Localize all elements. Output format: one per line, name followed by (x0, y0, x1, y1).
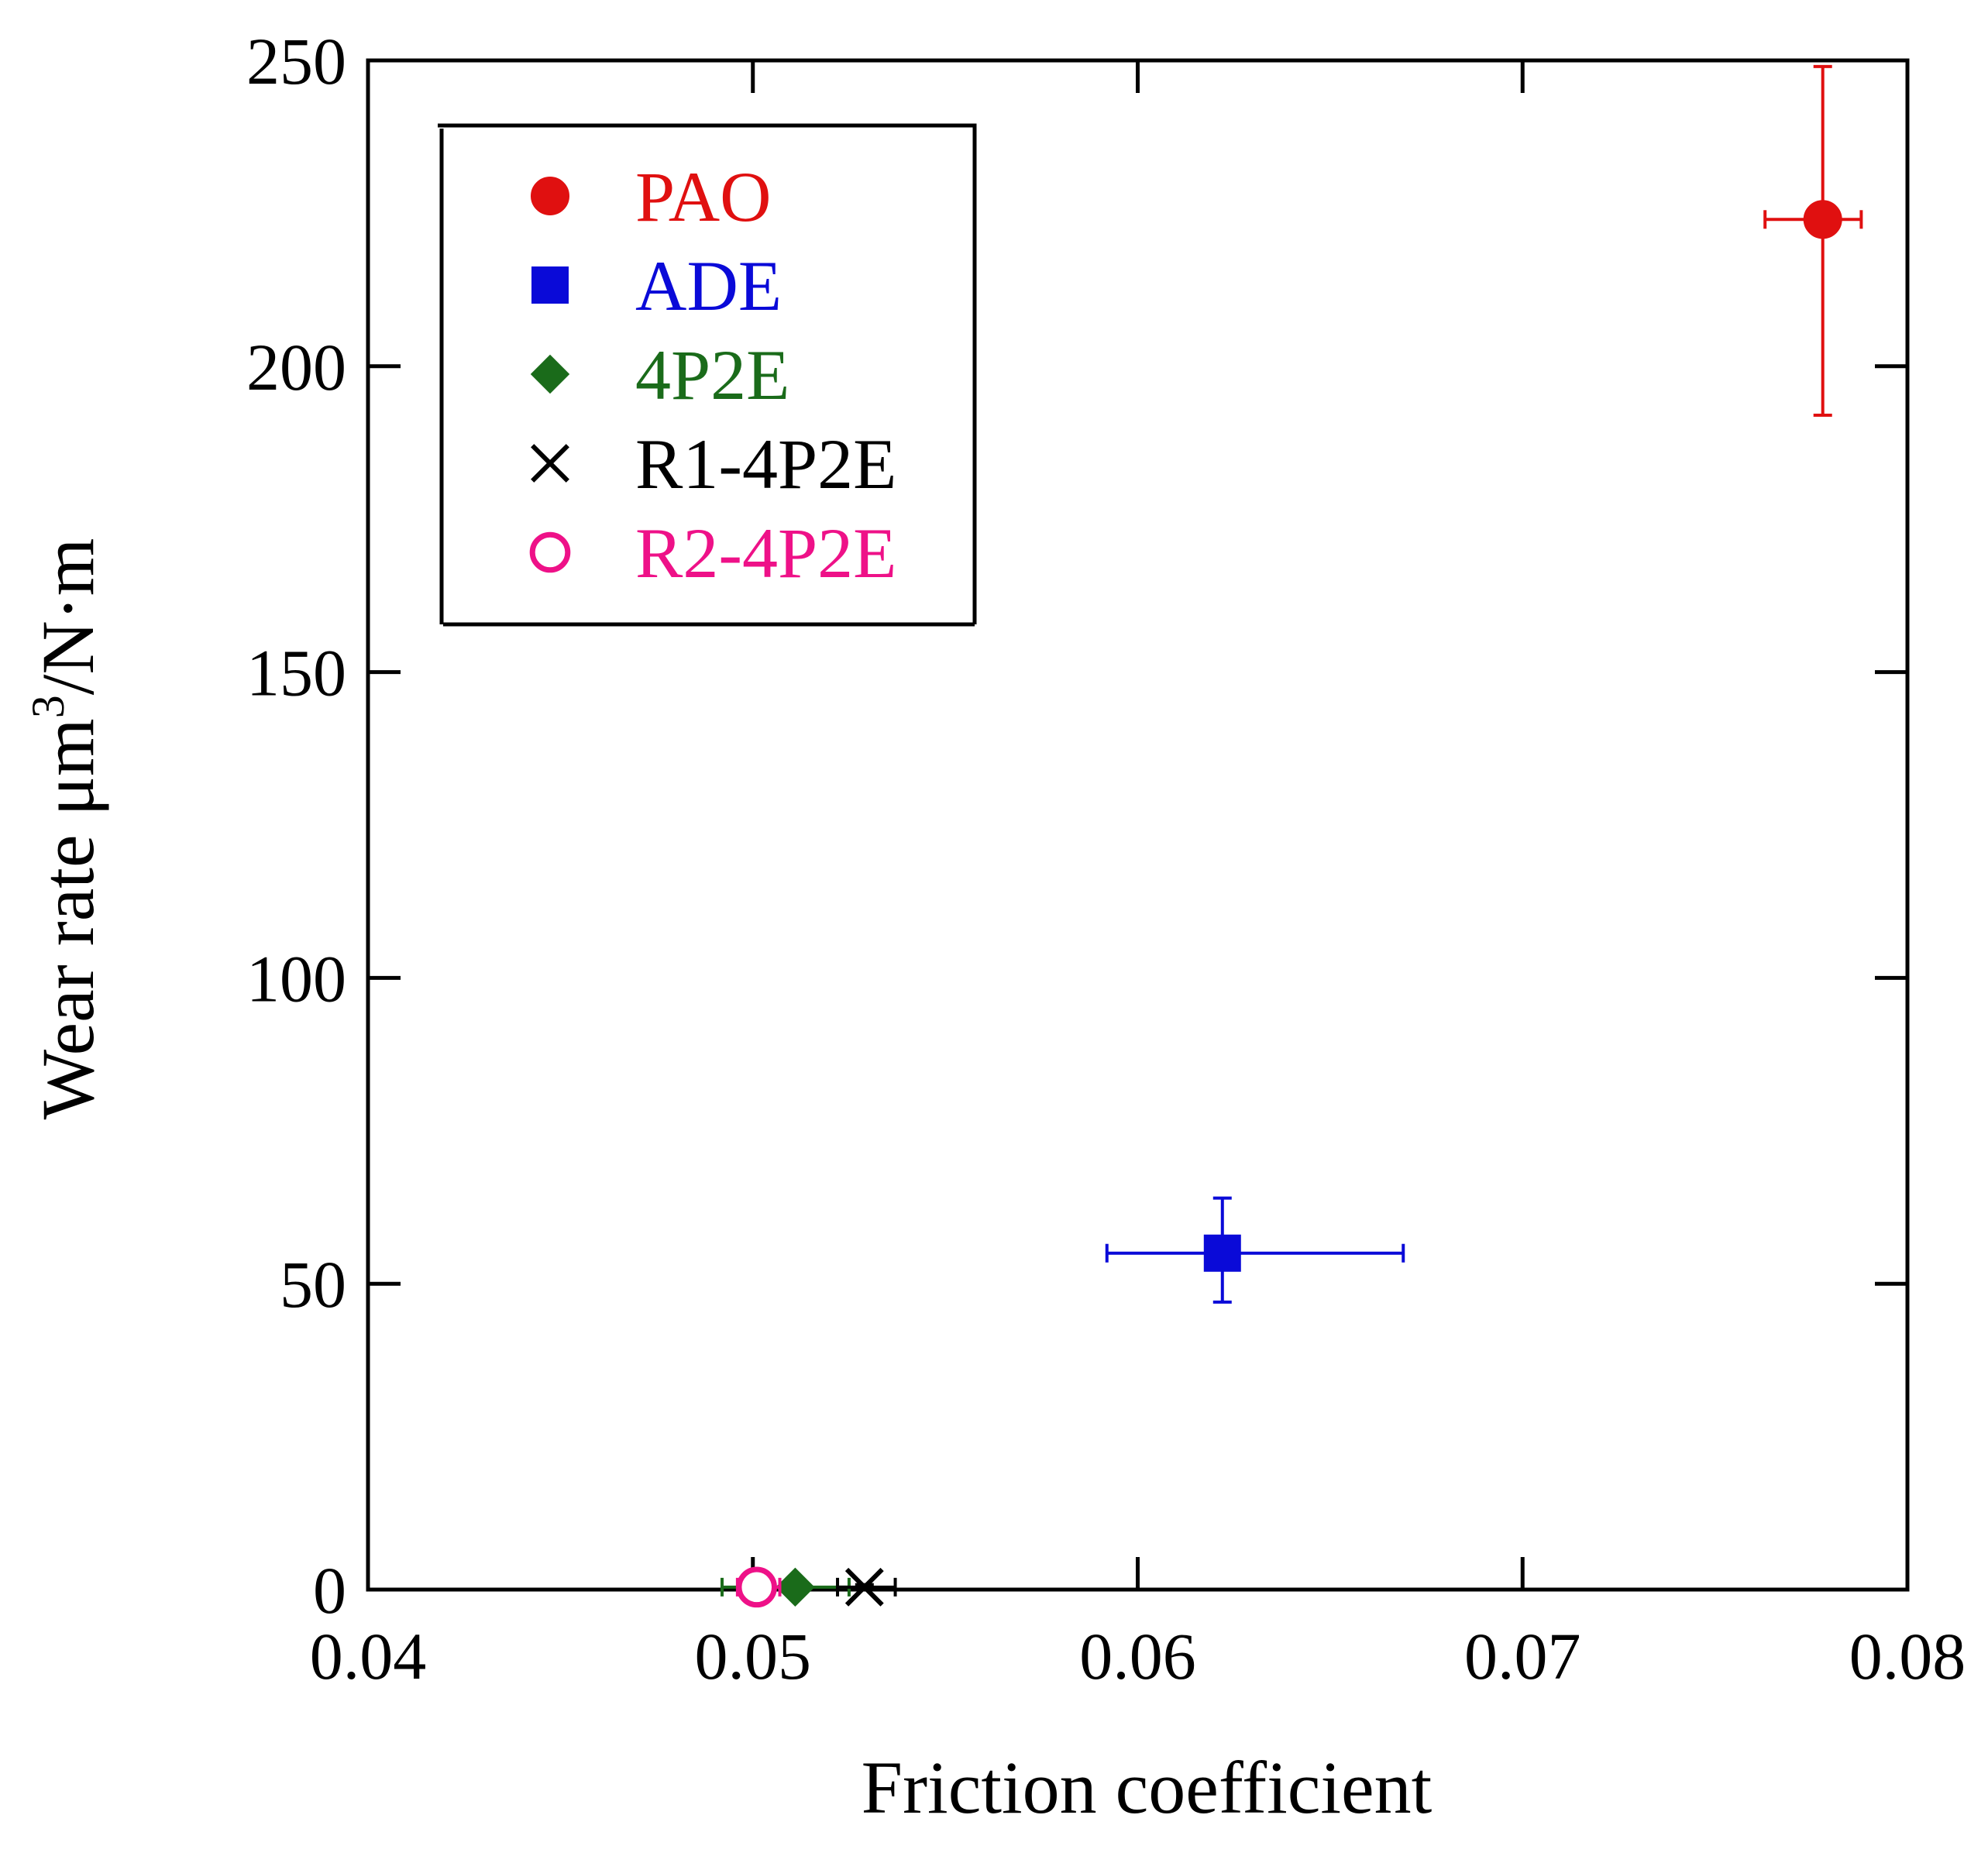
data-point-r1-4p2e-stroke-b (844, 1567, 884, 1607)
x-tick-label: 0.08 (1849, 1619, 1966, 1693)
legend-border (438, 123, 977, 624)
y-tick-label: 100 (246, 941, 346, 1016)
y-axis-title-superscript: 3 (22, 695, 74, 718)
legend-marker-r2-4p2e (529, 531, 571, 573)
legend-item-r2-4p2e: R2-4P2E (529, 514, 896, 593)
legend-item-4p2e: 4P2E (530, 335, 789, 414)
legend-marker-4p2e (530, 354, 570, 394)
legend-label-r2-4p2e: R2-4P2E (635, 514, 896, 593)
series-ade (1105, 1196, 1405, 1304)
x-axis-title: Friction coefficient (862, 1746, 1433, 1829)
x-tick-label: 0.06 (1079, 1619, 1196, 1693)
y-axis-title: Wear rate μm3/N·m (22, 538, 109, 1120)
legend-marker-ade (531, 266, 569, 304)
data-point-r1-4p2e (844, 1567, 884, 1607)
legend-label-4p2e: 4P2E (635, 335, 789, 414)
legend-marker-r1-4p2e (531, 444, 569, 483)
legend-item-pao: PAO (531, 157, 772, 236)
legend-label-ade: ADE (635, 246, 782, 325)
data-series (721, 64, 1863, 1608)
plot-area-border (366, 58, 1910, 1592)
legend-marker-pao (531, 177, 569, 215)
y-tick-label: 200 (246, 330, 346, 404)
series-r1-4p2e (836, 1567, 897, 1607)
data-point-pao (1803, 200, 1842, 239)
series-r2-4p2e (735, 1566, 782, 1608)
plot-frame (366, 58, 1910, 1592)
series-pao (1763, 64, 1863, 417)
legend-marker-r1-4p2e-stroke-b (531, 444, 569, 483)
legend-item-ade: ADE (531, 246, 782, 325)
x-tick-label: 0.04 (310, 1619, 427, 1693)
x-tick-label: 0.07 (1464, 1619, 1581, 1693)
y-axis-title-main: Wear rate μm (26, 718, 109, 1119)
data-point-4p2e (776, 1567, 815, 1607)
legend-label-r1-4p2e: R1-4P2E (635, 425, 896, 504)
y-tick-label: 50 (280, 1247, 346, 1322)
axis-ticks (366, 58, 1910, 1592)
legend: PAO ADE 4P2E R1-4P2E R2-4P2E (438, 123, 977, 627)
legend-label-pao: PAO (635, 157, 772, 236)
y-axis-title-tail: /N·m (26, 538, 109, 696)
x-tick-label: 0.05 (695, 1619, 812, 1693)
axis-tick-labels: 0.04 0.05 0.06 0.07 0.08 0 50 100 150 200 250 (246, 24, 1966, 1693)
y-tick-label: 150 (246, 636, 346, 710)
legend-item-r1-4p2e: R1-4P2E (531, 425, 896, 504)
y-tick-label: 0 (313, 1553, 346, 1628)
data-point-ade (1203, 1234, 1241, 1272)
y-tick-label: 250 (246, 24, 346, 98)
data-point-r2-4p2e (736, 1566, 778, 1608)
